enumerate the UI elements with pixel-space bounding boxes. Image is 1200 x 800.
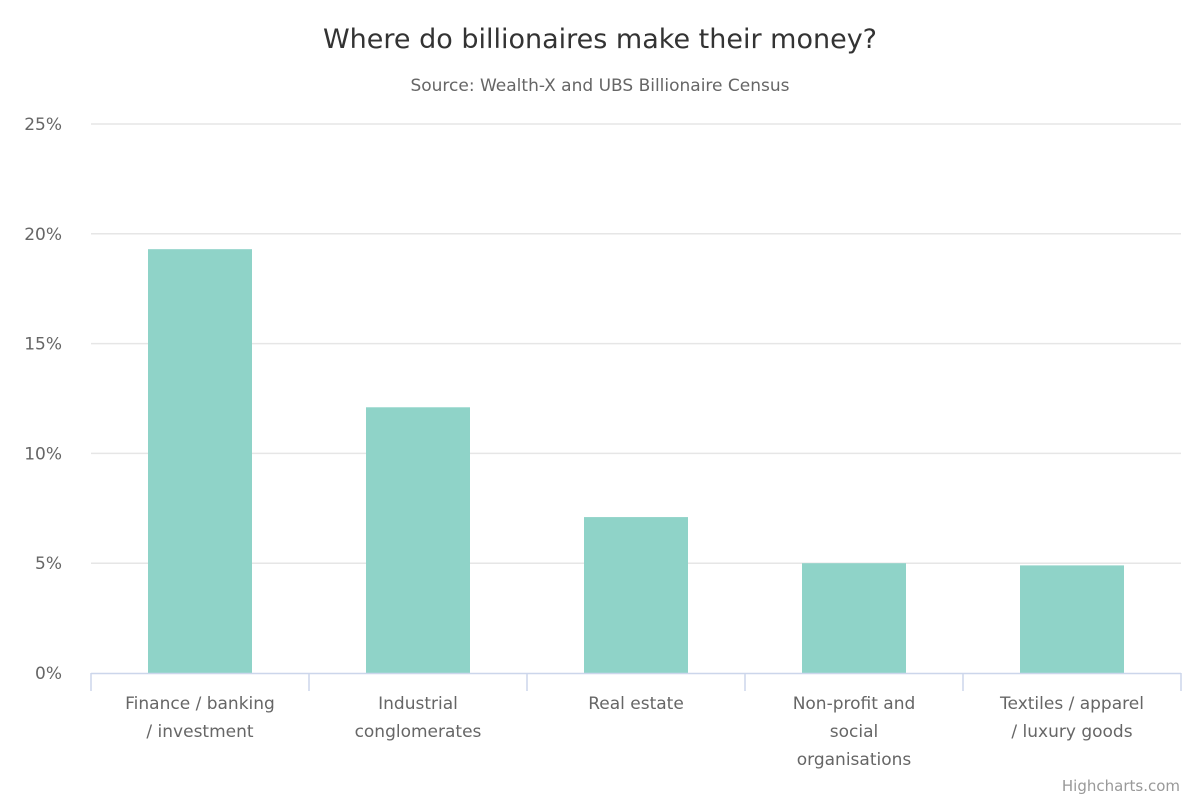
x-axis: Finance / banking / investment Industrial c… <box>90 672 1182 770</box>
bar[interactable] <box>366 407 470 673</box>
y-axis: 0% 5% 10% 15% 20% 25% <box>24 115 62 684</box>
x-tick-label: Non-profit and social organisations <box>793 694 916 770</box>
bar[interactable] <box>1020 565 1124 673</box>
x-tick-label-line: conglomerates <box>355 722 482 742</box>
bars <box>148 249 1124 673</box>
x-tick-label: Finance / banking / investment <box>125 694 275 742</box>
x-tick-label-line: / investment <box>146 722 253 742</box>
x-tick-label-line: Non-profit and <box>793 694 916 714</box>
y-tick-label: 25% <box>24 115 62 135</box>
bar[interactable] <box>802 563 906 673</box>
x-tick-label-line: social <box>830 722 878 742</box>
y-tick-label: 5% <box>35 554 62 574</box>
gridlines <box>91 123 1181 564</box>
y-tick-label: 0% <box>35 664 62 684</box>
x-tick-label-line: Industrial <box>378 694 458 714</box>
y-tick-label: 10% <box>24 444 62 464</box>
chart-title: Where do billionaires make their money? <box>323 24 877 55</box>
chart-subtitle: Source: Wealth-X and UBS Billionaire Cen… <box>410 76 789 96</box>
x-tick-label: Textiles / apparel / luxury goods <box>999 694 1144 742</box>
x-tick-label-line: organisations <box>797 750 912 770</box>
credits-link[interactable]: Highcharts.com <box>1062 777 1180 795</box>
x-tick-label: Real estate <box>588 694 684 714</box>
bar[interactable] <box>584 517 688 673</box>
x-tick-label: Industrial conglomerates <box>355 694 482 742</box>
x-tick-label-line: / luxury goods <box>1011 722 1132 742</box>
y-tick-label: 20% <box>24 225 62 245</box>
x-tick-label-line: Finance / banking <box>125 694 275 714</box>
x-tick-label-line: Real estate <box>588 694 684 714</box>
bar[interactable] <box>148 249 252 673</box>
x-tick-label-line: Textiles / apparel <box>999 694 1144 714</box>
y-tick-label: 15% <box>24 335 62 355</box>
